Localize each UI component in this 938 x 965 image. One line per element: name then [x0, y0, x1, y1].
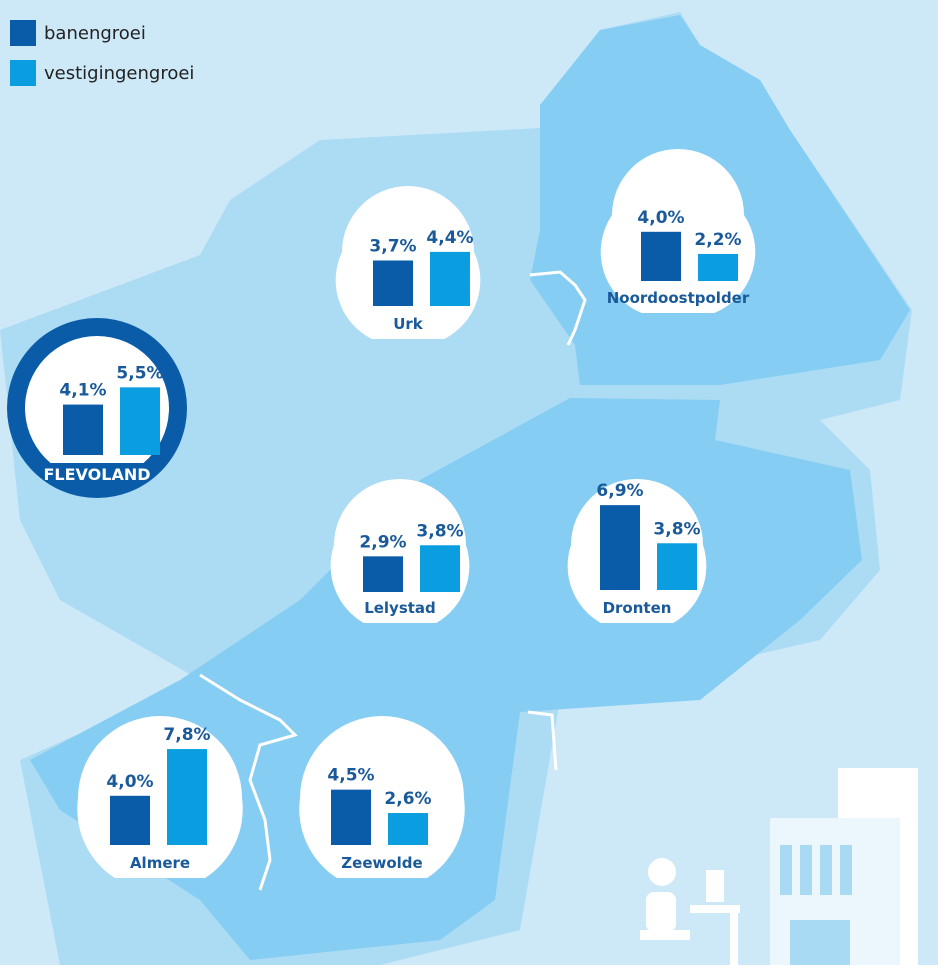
value-label: 5,5%	[116, 363, 163, 383]
value-label: 4,5%	[327, 766, 374, 786]
bar	[420, 545, 460, 592]
bar	[331, 789, 371, 845]
bar	[167, 749, 207, 845]
bar	[641, 231, 681, 281]
bar	[388, 813, 428, 845]
value-label: 3,8%	[653, 519, 700, 539]
municipal-border	[527, 710, 558, 771]
region-label: Zeewolde	[341, 854, 422, 872]
bar	[657, 543, 697, 590]
region-chart: 4,0% 7,8% Almere	[77, 716, 243, 878]
region-chart: 3,7% 4,4% Urk	[335, 186, 481, 339]
region-chart: 2,9% 3,8% Lelystad	[330, 479, 470, 623]
bar	[363, 556, 403, 592]
region-chart: 4,1% 5,5% FLEVOLAND	[7, 318, 187, 498]
value-label: 2,9%	[359, 532, 406, 552]
value-label: 4,0%	[637, 208, 684, 228]
legend-swatch	[10, 20, 36, 46]
value-label: 3,7%	[369, 236, 416, 256]
value-label: 2,2%	[694, 230, 741, 250]
bar	[120, 387, 160, 455]
value-label: 7,8%	[163, 725, 210, 745]
bar	[698, 253, 738, 281]
value-label: 3,8%	[416, 521, 463, 541]
bar	[110, 795, 150, 845]
region-label: Lelystad	[364, 599, 436, 617]
icon-worker	[640, 858, 740, 965]
region-chart: 4,0% 2,2% Noordoostpolder	[600, 149, 756, 313]
municipal-border	[199, 673, 298, 891]
region-label: Noordoostpolder	[607, 289, 750, 307]
value-label: 4,4%	[426, 228, 473, 248]
value-label: 4,1%	[59, 381, 106, 401]
region-label: Dronten	[603, 599, 672, 617]
bar	[63, 404, 103, 455]
region-chart: 6,9% 3,8% Dronten	[567, 479, 707, 623]
value-label: 2,6%	[384, 789, 431, 809]
value-label: 6,9%	[596, 481, 643, 501]
bar	[373, 260, 413, 306]
legend-label: banengroei	[44, 23, 146, 44]
legend-swatch	[10, 60, 36, 86]
legend-label: vestigingengroei	[44, 63, 194, 84]
region-label: FLEVOLAND	[43, 465, 150, 484]
region-label: Almere	[130, 854, 190, 872]
value-label: 4,0%	[106, 772, 153, 792]
icon-building	[770, 768, 918, 965]
bar	[600, 505, 640, 590]
region-label: Urk	[393, 315, 424, 333]
bar	[430, 251, 470, 306]
region-chart: 4,5% 2,6% Zeewolde	[299, 716, 465, 878]
municipal-border	[529, 270, 587, 346]
